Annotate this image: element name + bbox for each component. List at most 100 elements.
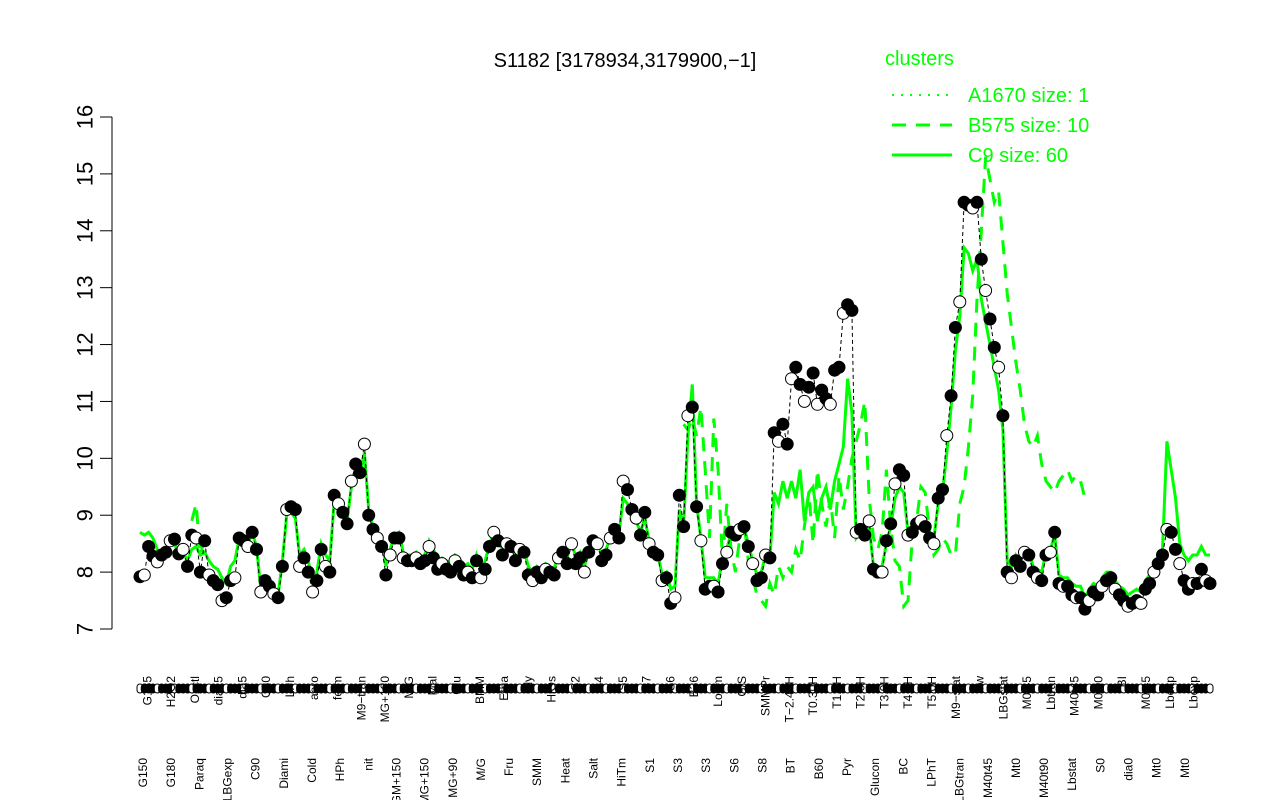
x-tick-label-top-16: Gly <box>521 676 535 694</box>
data-point-234 <box>1143 577 1157 590</box>
data-point-154 <box>797 394 811 408</box>
data-point-186 <box>936 483 949 497</box>
data-point-33 <box>275 559 289 573</box>
x-tick-label-top-7: aero <box>307 676 321 700</box>
data-point-136 <box>720 545 734 559</box>
data-point-172 <box>875 565 889 579</box>
data-point-58 <box>383 548 397 562</box>
data-point-18 <box>211 578 225 592</box>
x-tick-label-bottom-12: M/G <box>474 758 488 781</box>
x-tick-label-top-28: T0.30H <box>806 676 820 715</box>
x-tick-label-top-9: M9−tran <box>354 676 368 720</box>
x-tick-label-top-34: M9−stat <box>949 675 963 719</box>
x-tick-label-top-14: BMM <box>473 676 487 704</box>
data-point-156 <box>806 366 820 380</box>
x-tick-label-bottom-29: LBGtran <box>953 758 967 800</box>
x-tick-label-top-41: BI <box>1115 676 1129 687</box>
x-tick-label-bottom-4: C90 <box>249 758 263 780</box>
x-tick-label-top-23: B36 <box>687 676 701 698</box>
x-tick-label-bottom-11: MG+90 <box>446 758 460 798</box>
data-point-52 <box>357 437 371 451</box>
x-tick-label-top-1: H2O2 <box>164 676 178 708</box>
data-point-240 <box>1169 542 1182 556</box>
data-point-36 <box>288 503 302 516</box>
x-tick-label-bottom-1: G180 <box>164 758 178 788</box>
data-point-130 <box>694 534 708 548</box>
x-tick-label-top-40: M0t90 <box>1091 676 1105 710</box>
data-point-160 <box>823 397 837 411</box>
data-point-195 <box>974 252 988 266</box>
x-tick-label-bottom-36: Mt0 <box>1150 758 1164 778</box>
x-tick-label-bottom-35: dia0 <box>1122 758 1136 781</box>
legend-entry-c9: C9 size: 60 <box>968 145 1068 167</box>
x-tick-label-top-25: G/S <box>735 676 749 697</box>
data-point-6 <box>159 545 173 559</box>
legend-entry-b575: B575 size: 10 <box>968 115 1089 137</box>
data-point-51 <box>353 466 367 480</box>
x-tick-label-top-38: Lbtran <box>1044 676 1058 710</box>
x-tick-label-top-19: S4 <box>592 676 606 691</box>
data-point-104 <box>582 545 596 559</box>
data-point-196 <box>979 284 993 297</box>
x-tick-label-top-0: G135 <box>140 676 154 706</box>
data-point-32 <box>271 591 285 605</box>
data-point-22 <box>228 571 242 585</box>
data-point-140 <box>737 520 751 534</box>
data-point-39 <box>301 565 315 579</box>
data-point-10 <box>176 542 190 556</box>
data-point-246 <box>1194 562 1208 576</box>
x-tick-label-top-26: SMMPr <box>759 676 773 716</box>
data-point-150 <box>780 437 794 451</box>
x-tick-label-top-32: T4.0H <box>901 676 915 709</box>
data-point-162 <box>832 360 846 374</box>
x-tick-label-bottom-15: Heat <box>558 757 572 783</box>
x-tick-label-bottom-18: S1 <box>643 758 657 773</box>
data-point-78 <box>470 554 483 568</box>
data-point-96 <box>547 568 561 582</box>
x-tick-label-bottom-6: Cold <box>305 758 319 783</box>
x-tick-label-top-6: LPh <box>283 676 297 697</box>
x-tick-label-top-18: S2 <box>568 676 582 691</box>
data-point-142 <box>746 557 760 571</box>
data-point-173 <box>879 534 893 548</box>
data-point-184 <box>927 537 941 551</box>
legend-entry-a1670: A1670 size: 1 <box>968 85 1089 107</box>
data-point-169 <box>862 514 876 528</box>
y-tick-label-2: 9 <box>73 509 98 521</box>
data-point-135 <box>716 557 729 571</box>
data-point-204 <box>1013 559 1027 573</box>
data-point-20 <box>219 591 233 605</box>
data-point-197 <box>983 312 997 326</box>
x-tick-label-top-27: T−2.40H <box>782 676 796 722</box>
x-tick-label-bottom-8: nit <box>361 757 375 770</box>
data-point-149 <box>776 417 790 431</box>
data-point-211 <box>1043 545 1057 559</box>
x-tick-label-bottom-28: LPhT <box>924 757 938 786</box>
data-point-48 <box>340 517 354 531</box>
data-point-11 <box>181 559 194 573</box>
x-tick-label-bottom-37: Mt0 <box>1178 758 1192 778</box>
x-tick-label-top-8: ferm <box>331 676 345 700</box>
data-point-117 <box>638 505 652 519</box>
data-point-124 <box>668 591 682 605</box>
data-point-15 <box>198 534 212 548</box>
x-tick-label-bottom-27: BC <box>896 758 910 775</box>
data-point-56 <box>375 540 389 553</box>
data-point-128 <box>685 400 699 414</box>
data-point-113 <box>621 483 634 497</box>
data-point-41 <box>310 574 324 588</box>
x-tick-label-bottom-31: Mt0 <box>1009 758 1023 778</box>
x-tick-label-bottom-3: LBGexp <box>221 758 235 800</box>
x-tick-label-top-2: Oxctl <box>188 676 202 703</box>
x-tick-label-top-5: C30 <box>259 676 273 698</box>
x-tick-label-top-37: M0t45 <box>1020 676 1034 710</box>
data-point-168 <box>858 528 872 542</box>
data-point-209 <box>1035 574 1049 588</box>
data-point-60 <box>392 531 406 545</box>
x-tick-label-top-11: M/G <box>402 676 416 699</box>
x-tick-label-bottom-23: BT <box>784 757 798 773</box>
x-tick-label-top-30: T2.0H <box>854 676 868 709</box>
x-tick-label-bottom-32: M40t90 <box>1037 758 1051 798</box>
y-tick-label-6: 13 <box>73 275 98 299</box>
x-tick-label-top-20: S5 <box>616 676 630 691</box>
